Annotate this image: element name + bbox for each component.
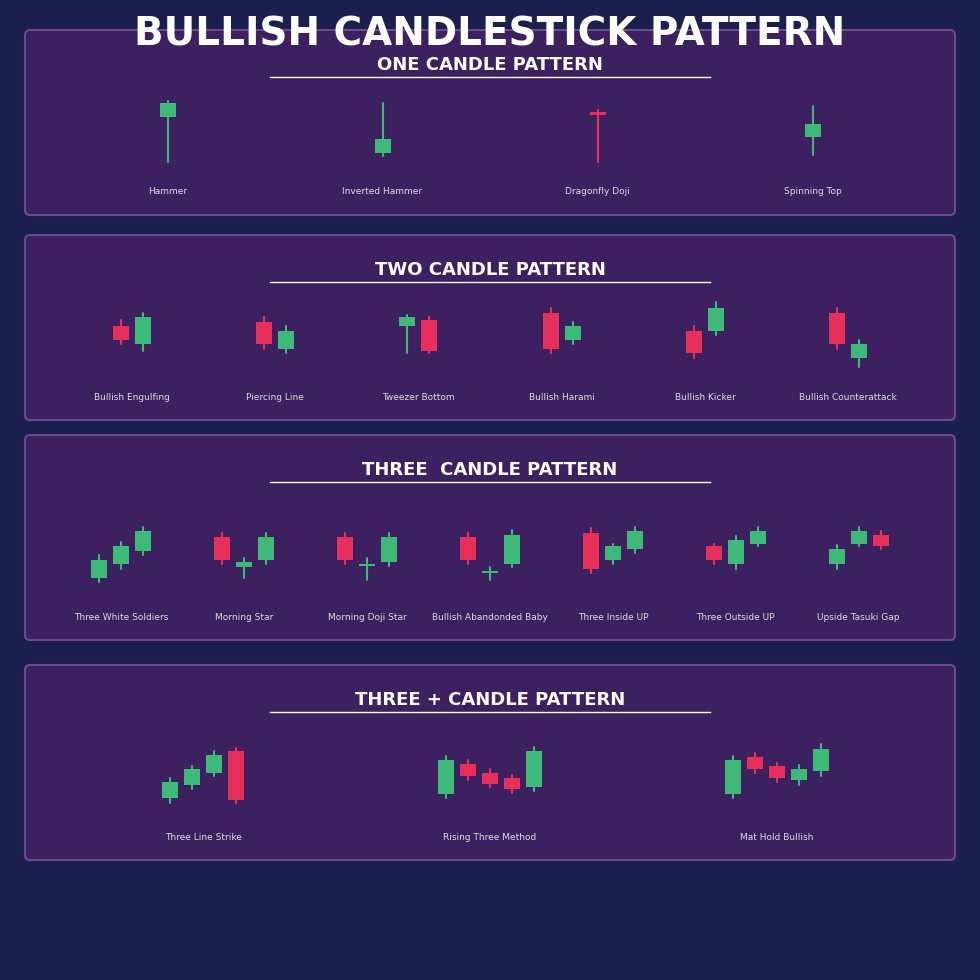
Bar	[215, 537, 230, 560]
Text: Three Outside UP: Three Outside UP	[697, 612, 775, 621]
Bar	[399, 318, 416, 326]
Bar	[134, 318, 151, 345]
Bar	[852, 345, 867, 358]
FancyBboxPatch shape	[25, 435, 955, 640]
Bar	[829, 313, 846, 345]
Bar	[460, 763, 476, 775]
Bar	[706, 547, 721, 560]
Bar	[374, 139, 390, 153]
Text: Three Line Strike: Three Line Strike	[165, 832, 242, 842]
Bar	[724, 760, 741, 794]
Text: THREE  CANDLE PATTERN: THREE CANDLE PATTERN	[363, 461, 617, 479]
Bar	[504, 535, 520, 564]
Bar	[438, 760, 454, 794]
Bar	[812, 749, 829, 771]
Bar	[768, 766, 785, 778]
Bar	[686, 331, 702, 354]
Bar	[543, 313, 559, 349]
Bar	[583, 533, 599, 569]
Text: Bullish Kicker: Bullish Kicker	[674, 393, 735, 402]
FancyBboxPatch shape	[25, 235, 955, 420]
Text: Three Inside UP: Three Inside UP	[577, 612, 648, 621]
Text: Spinning Top: Spinning Top	[784, 187, 842, 197]
Bar	[135, 531, 152, 551]
Bar	[728, 540, 744, 564]
Bar	[114, 547, 129, 564]
Bar	[113, 326, 128, 340]
Bar	[627, 531, 643, 549]
Text: Mat Hold Bullish: Mat Hold Bullish	[740, 832, 813, 842]
Bar	[747, 758, 762, 769]
Bar	[236, 562, 252, 567]
Text: Rising Three Method: Rising Three Method	[443, 832, 537, 842]
Bar	[207, 755, 222, 773]
Text: TWO CANDLE PATTERN: TWO CANDLE PATTERN	[374, 261, 606, 279]
Text: Upside Tasuki Gap: Upside Tasuki Gap	[817, 612, 900, 621]
Bar	[605, 547, 621, 560]
Bar	[228, 752, 244, 800]
Bar	[805, 124, 820, 137]
FancyBboxPatch shape	[25, 665, 955, 860]
Bar	[256, 322, 272, 345]
Bar	[708, 309, 724, 331]
Bar	[91, 560, 108, 578]
Text: Bullish Engulfing: Bullish Engulfing	[94, 393, 170, 402]
Bar	[872, 535, 889, 547]
Text: ONE CANDLE PATTERN: ONE CANDLE PATTERN	[377, 56, 603, 74]
Text: Tweezer Bottom: Tweezer Bottom	[382, 393, 455, 402]
Bar	[828, 549, 845, 564]
Bar	[482, 571, 498, 573]
Bar	[504, 778, 520, 789]
Text: BULLISH CANDLESTICK PATTERN: BULLISH CANDLESTICK PATTERN	[134, 16, 846, 54]
Bar	[750, 531, 765, 544]
Bar	[160, 104, 175, 117]
Text: Dragonfly Doji: Dragonfly Doji	[565, 187, 630, 197]
Bar	[482, 773, 498, 784]
Text: Three White Soldiers: Three White Soldiers	[74, 612, 169, 621]
Bar	[359, 564, 375, 566]
Bar	[791, 769, 807, 780]
Bar	[460, 537, 476, 560]
Text: THREE + CANDLE PATTERN: THREE + CANDLE PATTERN	[355, 691, 625, 709]
Bar	[564, 326, 581, 340]
Text: Inverted Hammer: Inverted Hammer	[342, 187, 422, 197]
Bar	[526, 752, 542, 787]
FancyBboxPatch shape	[25, 30, 955, 215]
Bar	[163, 782, 178, 798]
Bar	[184, 769, 200, 785]
Text: Bullish Harami: Bullish Harami	[529, 393, 595, 402]
Text: Bullish Abandonded Baby: Bullish Abandonded Baby	[432, 612, 548, 621]
Text: Hammer: Hammer	[148, 187, 187, 197]
Bar	[381, 537, 397, 562]
Bar	[421, 320, 437, 351]
Bar	[590, 113, 606, 116]
Text: Morning Doji Star: Morning Doji Star	[327, 612, 407, 621]
Text: Bullish Counterattack: Bullish Counterattack	[800, 393, 898, 402]
Bar	[337, 537, 353, 560]
Bar	[259, 537, 274, 560]
Text: Morning Star: Morning Star	[216, 612, 273, 621]
Bar	[278, 331, 294, 349]
Bar	[851, 531, 866, 544]
Text: Piercing Line: Piercing Line	[246, 393, 304, 402]
